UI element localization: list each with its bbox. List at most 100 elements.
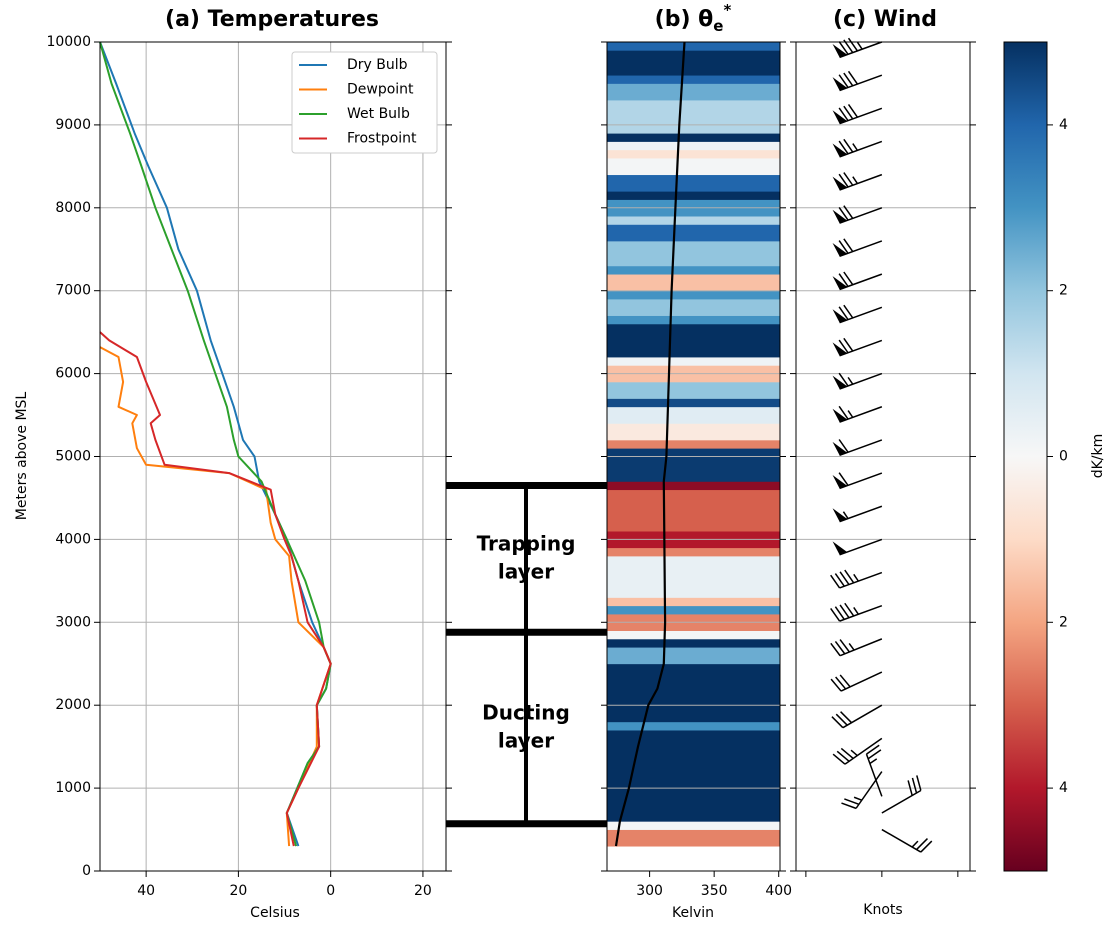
barb-full xyxy=(835,713,848,726)
barb-half xyxy=(848,643,855,651)
barb-full xyxy=(839,674,851,688)
barb-full xyxy=(843,304,854,319)
barb-full xyxy=(843,172,854,186)
panel-a-title: (a) Temperatures xyxy=(165,7,379,32)
heat-cell xyxy=(607,398,780,408)
wind-barb xyxy=(832,138,883,158)
legend-label: Dewpoint xyxy=(347,82,414,98)
barb-full xyxy=(838,472,849,486)
colorbar-tick-label: 2 xyxy=(1059,614,1068,630)
barb-half xyxy=(856,41,863,50)
barb-full xyxy=(843,205,854,219)
heat-cell xyxy=(607,730,780,822)
barb-half xyxy=(847,376,854,385)
barb-flag xyxy=(832,77,848,91)
y-tick-label: 8000 xyxy=(55,200,91,216)
y-tick-label: 4000 xyxy=(55,531,91,547)
heat-cell xyxy=(607,638,780,648)
barb-full xyxy=(843,105,854,120)
barb-full xyxy=(838,405,849,420)
barb-full xyxy=(838,306,849,321)
barb-staff xyxy=(839,207,883,224)
heat-cell xyxy=(607,224,780,242)
barb-staff xyxy=(839,306,883,324)
layer-label: layer xyxy=(498,728,554,752)
barb-flag xyxy=(832,209,848,224)
legend-label: Wet Bulb xyxy=(347,106,410,122)
title-sub: e xyxy=(713,17,723,35)
barb-full xyxy=(830,678,842,692)
layer-label: Trapping xyxy=(477,531,576,555)
barb-half xyxy=(869,758,878,765)
heat-cell xyxy=(607,315,780,325)
barb-full xyxy=(835,676,847,690)
legend-label: Dry Bulb xyxy=(347,57,408,73)
wind-barb xyxy=(865,744,883,797)
plot-frame xyxy=(795,41,971,872)
barb-full xyxy=(920,840,933,853)
barb-half xyxy=(853,573,859,582)
barb-full xyxy=(838,107,849,122)
heat-cell xyxy=(607,381,780,399)
wind-barb xyxy=(881,775,922,814)
barb-half xyxy=(852,143,859,151)
title-main: (b) θ xyxy=(655,7,714,32)
barb-flag xyxy=(832,441,848,456)
wind-barb xyxy=(832,304,883,324)
wind-barb xyxy=(841,771,883,810)
barb-full xyxy=(834,606,845,620)
barb-full xyxy=(832,753,846,765)
barb-full xyxy=(866,744,880,755)
barb-staff xyxy=(839,605,883,622)
wind-barb xyxy=(881,828,933,853)
barb-staff xyxy=(839,173,883,191)
barb-staff xyxy=(855,771,883,809)
barb-full xyxy=(838,206,849,221)
barb-full xyxy=(838,140,849,155)
barb-flag xyxy=(832,143,848,157)
barb-full xyxy=(847,70,859,85)
barb-full xyxy=(838,372,849,387)
heat-cell xyxy=(607,721,780,731)
barb-flag xyxy=(832,110,848,124)
wind-barb xyxy=(832,405,883,423)
barb-staff xyxy=(839,107,883,125)
barb-full xyxy=(843,72,854,87)
barb-full xyxy=(911,777,918,794)
heat-cell xyxy=(607,158,780,176)
barb-half xyxy=(911,840,919,848)
colorbar-tick-label: 2 xyxy=(1059,283,1068,299)
wind-barb xyxy=(832,472,883,490)
barb-full xyxy=(830,642,841,657)
barb-full xyxy=(843,271,854,286)
wind-barb xyxy=(832,737,883,765)
wind-barb xyxy=(830,569,883,589)
barb-full xyxy=(839,639,851,653)
barb-flag xyxy=(832,176,848,191)
x-tick-label: 350 xyxy=(701,883,728,899)
barb-full xyxy=(916,775,922,791)
barb-flag xyxy=(832,276,848,290)
y-tick-label: 7000 xyxy=(55,283,91,299)
heat-cell xyxy=(607,547,780,557)
barb-full xyxy=(839,604,850,619)
wind-barb xyxy=(832,70,883,92)
barb-staff xyxy=(839,439,883,457)
plot-frame xyxy=(606,41,781,872)
heat-cell xyxy=(607,274,780,292)
legend-box xyxy=(291,51,438,154)
barb-staff xyxy=(839,273,883,291)
heat-cell xyxy=(607,265,780,275)
barb-full xyxy=(844,798,860,805)
barb-staff xyxy=(840,671,883,692)
y-tick-label: 1000 xyxy=(55,780,91,796)
heat-cell xyxy=(607,133,780,142)
y-tick-label: 10000 xyxy=(46,34,91,50)
y-axis-label: Meters above MSL xyxy=(14,392,30,521)
wind-barb xyxy=(832,104,883,125)
barb-full xyxy=(838,240,849,254)
barb-full xyxy=(843,138,854,153)
heat-cell xyxy=(607,240,780,267)
y-tick-label: 6000 xyxy=(55,366,91,382)
y-tick-label: 5000 xyxy=(55,449,91,465)
